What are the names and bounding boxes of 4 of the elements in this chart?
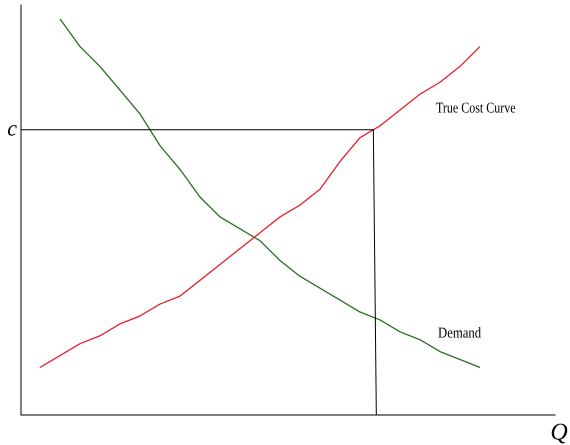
ref-line-label: c: [7, 116, 18, 141]
x-axis-title: Q: [550, 419, 568, 445]
series-label: Demand: [438, 326, 482, 342]
series-label: True Cost Curve: [436, 99, 516, 116]
